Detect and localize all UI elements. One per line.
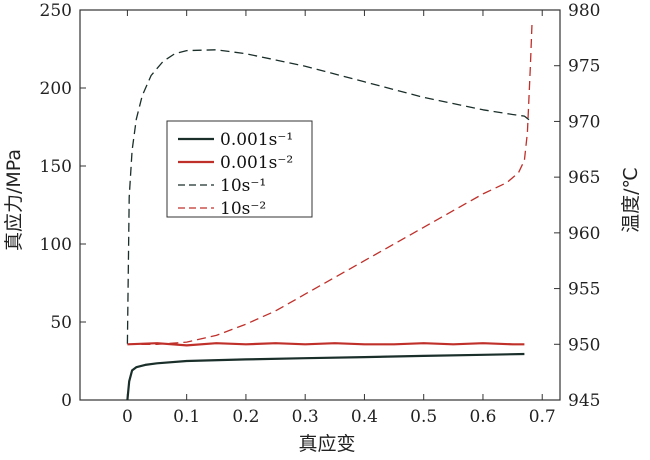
y-right-tick-label: 960 (568, 224, 600, 244)
x-tick-label: 0.1 (173, 407, 200, 427)
x-tick-label: 0 (122, 407, 133, 427)
y-right-tick-label: 970 (568, 112, 600, 132)
series-group (126, 21, 533, 401)
ticks-group: 0 0.1 0.2 0.3 0.4 0.5 0.6 0.7 0 50 100 150 200 250 945… (40, 1, 601, 427)
y-left-tick-label: 250 (40, 1, 72, 21)
series-line-3 (127, 21, 533, 345)
x-tick-label: 0.7 (529, 407, 556, 427)
x-axis-label: 真应变 (298, 433, 355, 455)
y-right-tick-label: 975 (568, 57, 600, 77)
x-tick-label: 0.4 (351, 407, 378, 427)
legend-label-0: 0.001s⁻¹ (220, 130, 293, 150)
plot-frame (79, 9, 561, 401)
x-tick-label: 0.2 (232, 407, 259, 427)
series-line-2 (126, 49, 531, 344)
axes-group (79, 9, 561, 401)
legend-label-1: 0.001s⁻² (220, 153, 293, 173)
y-left-tick-label: 50 (50, 313, 72, 333)
y-right-tick-label: 980 (568, 1, 600, 21)
legend-label-2: 10s⁻¹ (220, 176, 266, 196)
x-tick-label: 0.6 (469, 407, 496, 427)
y-axis-label-right: 温度/℃ (620, 167, 642, 233)
series-line-0 (126, 352, 525, 401)
legend: 0.001s⁻¹ 0.001s⁻² 10s⁻¹ 10s⁻² (166, 120, 313, 219)
series-line-1 (127, 342, 525, 347)
y-left-tick-label: 200 (40, 79, 72, 99)
y-right-tick-label: 945 (568, 391, 600, 411)
x-tick-label: 0.3 (292, 407, 319, 427)
legend-box (166, 120, 313, 218)
y-right-tick-label: 950 (568, 335, 600, 355)
y-left-tick-label: 150 (40, 157, 72, 177)
y-axis-label-left: 真应力/MPa (3, 149, 25, 251)
y-right-tick-label: 955 (568, 280, 600, 300)
legend-label-3: 10s⁻² (220, 199, 266, 219)
y-right-tick-label: 965 (568, 168, 600, 188)
y-left-tick-label: 100 (40, 235, 72, 255)
y-left-tick-label: 0 (61, 391, 72, 411)
x-tick-label: 0.5 (410, 407, 437, 427)
